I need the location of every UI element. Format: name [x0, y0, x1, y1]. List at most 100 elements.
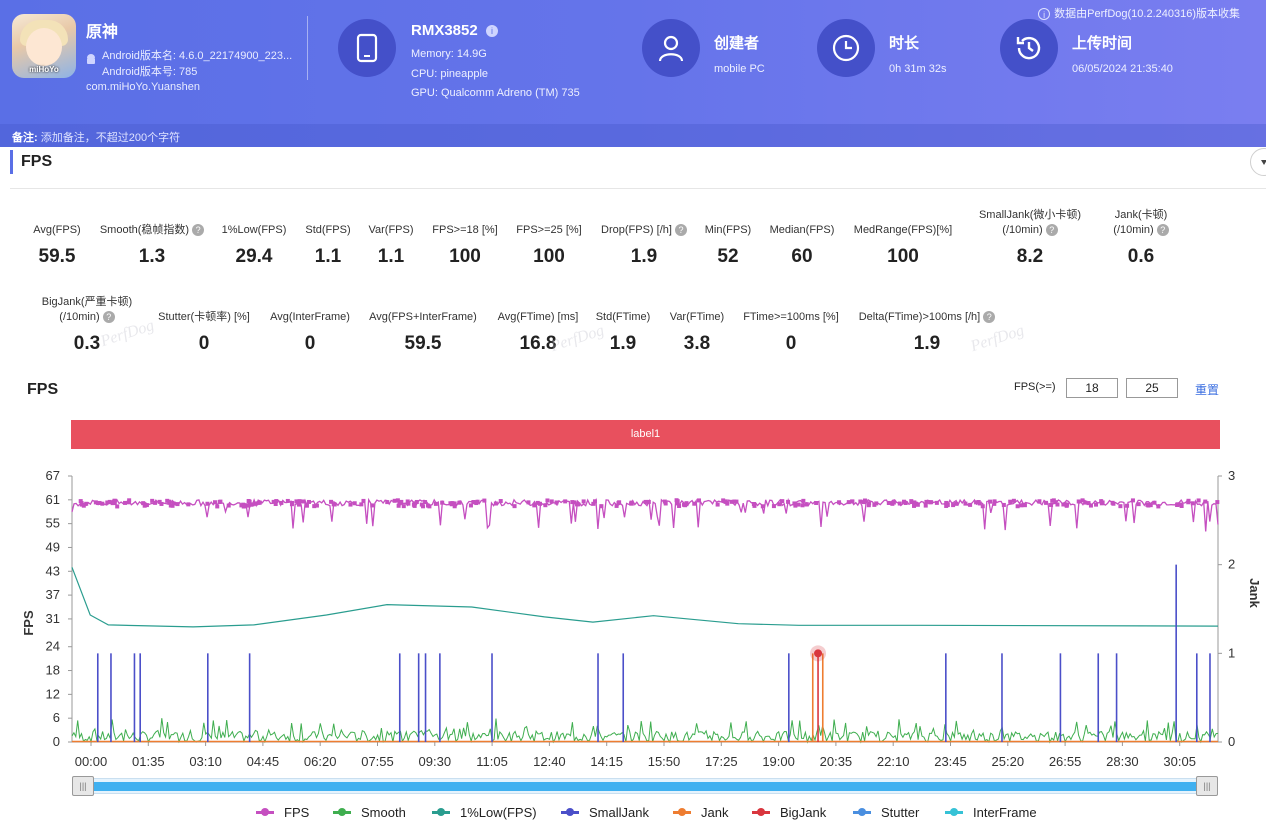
- fps-point: [314, 503, 319, 508]
- x-tick-label: 14:15: [590, 754, 623, 769]
- fps-point: [696, 498, 701, 503]
- fps-point: [396, 503, 401, 508]
- app-package: com.miHoYo.Yuanshen: [86, 81, 200, 93]
- stat-item: Smooth(稳帧指数) ? 1.3: [67, 208, 237, 268]
- fps-point: [912, 501, 917, 506]
- x-tick-label: 17:25: [705, 754, 738, 769]
- stat-label: Avg(FPS+InterFrame): [369, 311, 477, 323]
- remark-bar[interactable]: 备注: 添加备注，不超过200个字符: [0, 124, 1266, 147]
- info-icon[interactable]: i: [486, 25, 498, 37]
- legend-item[interactable]: SmallJank: [561, 804, 649, 820]
- fps-threshold-input-1[interactable]: 18: [1066, 378, 1118, 398]
- slider-range[interactable]: [92, 782, 1198, 791]
- fps-point: [715, 502, 720, 507]
- smooth-series: [71, 718, 1219, 744]
- fps-point: [837, 500, 842, 505]
- fps-point: [1022, 503, 1027, 508]
- stat-item: FTime>=100ms [%] 0: [706, 295, 876, 355]
- stat-label-unit: (/10min): [1113, 224, 1154, 236]
- legend-item[interactable]: Stutter: [853, 804, 919, 820]
- fps-point: [915, 502, 920, 507]
- legend-swatch: [853, 807, 871, 816]
- fps-point: [850, 499, 855, 504]
- help-icon[interactable]: ?: [674, 224, 687, 237]
- stat-value: 1.9: [630, 246, 658, 267]
- fps-point: [433, 501, 438, 506]
- time-range-slider[interactable]: ||| |||: [72, 776, 1218, 796]
- y-tick-label: 43: [46, 563, 60, 578]
- fps-point: [786, 499, 791, 504]
- legend-item[interactable]: InterFrame: [945, 804, 1037, 820]
- legend-item[interactable]: BigJank: [752, 804, 826, 820]
- stat-label: Var(FPS): [368, 224, 414, 236]
- fps-point: [614, 503, 619, 508]
- stat-item: Std(FTime) 1.9: [538, 295, 708, 355]
- fps-point: [289, 502, 294, 507]
- android-icon: [87, 54, 95, 64]
- x-tick-label: 26:55: [1049, 754, 1082, 769]
- reset-button[interactable]: 重置: [1195, 383, 1220, 397]
- stat-value: 1.1: [377, 246, 405, 267]
- fps-chart[interactable]: 67 61 55 49 43 37 31 24 18 12 6 0 3 2 1 0 00:00 01:35 03:1…: [0, 450, 1266, 780]
- collapse-toggle[interactable]: [1250, 148, 1266, 176]
- legend-item[interactable]: FPS: [256, 804, 309, 820]
- help-icon[interactable]: ?: [1045, 224, 1058, 237]
- fps-point: [800, 503, 805, 508]
- stat-item: SmallJank(微小卡顿) (/10min) ? 8.2: [945, 208, 1115, 268]
- fps-point: [1076, 499, 1081, 504]
- fps-point: [498, 499, 503, 504]
- device-memory: Memory: 14.9G: [411, 48, 487, 60]
- stat-label: BigJank(严重卡顿): [41, 296, 133, 308]
- slider-handle-left[interactable]: |||: [72, 776, 94, 796]
- fps-point: [107, 499, 112, 504]
- remark-input[interactable]: 添加备注，不超过200个字符: [40, 132, 181, 144]
- x-tick-label: 01:35: [132, 754, 165, 769]
- stat-item: FPS>=18 [%] 100: [380, 208, 550, 268]
- help-icon[interactable]: ?: [102, 311, 115, 324]
- fps-point: [1094, 502, 1099, 507]
- fps-point: [944, 503, 949, 508]
- stat-item: MedRange(FPS)[%] 100: [818, 208, 988, 268]
- fps-point: [723, 499, 728, 504]
- x-tick-label: 22:10: [877, 754, 910, 769]
- help-icon[interactable]: ?: [983, 311, 996, 324]
- fps-threshold-input-2[interactable]: 25: [1126, 378, 1178, 398]
- fps-point: [734, 499, 739, 504]
- fps-point: [963, 501, 968, 506]
- fps-point: [1099, 501, 1104, 506]
- user-icon: [642, 19, 700, 77]
- fps-point: [780, 499, 785, 504]
- legend-item[interactable]: Smooth: [333, 804, 406, 820]
- help-icon[interactable]: ?: [1156, 224, 1169, 237]
- legend-item[interactable]: 1%Low(FPS): [432, 804, 537, 820]
- stat-item: Drop(FPS) [/h] ? 1.9: [559, 208, 729, 268]
- fps-point: [226, 503, 231, 508]
- legend-label: SmallJank: [589, 804, 649, 820]
- fps-point: [732, 499, 737, 504]
- x-tick-label: 23:45: [934, 754, 967, 769]
- fps-point: [307, 499, 312, 504]
- fps-point: [549, 499, 554, 504]
- fps-point: [1064, 503, 1069, 508]
- help-icon[interactable]: ?: [192, 224, 205, 237]
- fps-point: [452, 501, 457, 506]
- stat-value: 0.6: [1127, 246, 1155, 267]
- fps-point: [329, 499, 334, 504]
- stat-label: 1%Low(FPS): [221, 224, 287, 236]
- stat-label: Avg(FPS): [33, 224, 81, 236]
- fps-point: [675, 501, 680, 506]
- stat-item: 1%Low(FPS) 29.4: [169, 208, 339, 268]
- label-bar[interactable]: label1: [71, 420, 1220, 449]
- stat-label: Var(FTime): [669, 311, 725, 323]
- legend-item[interactable]: Jank: [673, 804, 728, 820]
- fps-point: [801, 498, 806, 503]
- fps-point: [545, 498, 550, 503]
- fps-point: [968, 502, 973, 507]
- fps-point: [543, 503, 548, 508]
- fps-point: [452, 504, 457, 509]
- slider-handle-right[interactable]: |||: [1196, 776, 1218, 796]
- fps-point: [897, 501, 902, 506]
- fps-point: [457, 500, 462, 505]
- fps-point: [294, 499, 299, 504]
- stat-value: 0: [785, 333, 797, 354]
